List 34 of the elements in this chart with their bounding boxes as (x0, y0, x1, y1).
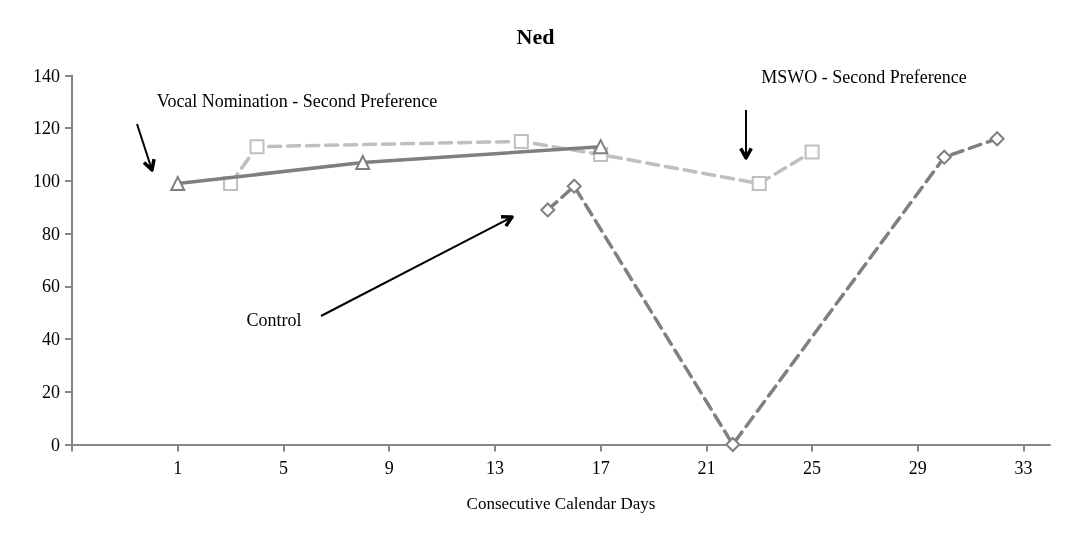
point (170, 176, 186, 192)
point (751, 176, 767, 192)
y-tick-label: 60 (42, 276, 60, 297)
point (989, 131, 1005, 147)
x-tick-label: 25 (803, 457, 822, 478)
point (249, 139, 265, 155)
y-tick-label: 100 (33, 170, 60, 191)
point (566, 178, 582, 194)
annotation: MSWO - Second Preference (761, 67, 967, 87)
point (513, 133, 529, 149)
chart-title: Ned (516, 23, 555, 49)
x-tick-label: 9 (384, 457, 394, 478)
x-tick-label: 21 (697, 457, 716, 478)
point (804, 144, 820, 160)
x-tick-label: 17 (591, 457, 610, 478)
y-tick-label: 0 (51, 434, 60, 455)
point (936, 149, 952, 165)
annotation: Vocal Nomination - Second Preference (156, 91, 438, 111)
y-tick-label: 140 (33, 65, 60, 86)
point (540, 202, 556, 218)
point (593, 139, 609, 155)
x-tick-label: 33 (1014, 457, 1033, 478)
point (355, 154, 371, 170)
annotation: Control (246, 310, 302, 330)
y-tick-label: 20 (42, 381, 60, 402)
y-tick-label: 40 (42, 329, 60, 350)
x-tick-label: 13 (485, 457, 504, 478)
y-tick-label: 80 (42, 223, 60, 244)
y-tick-label: 120 (33, 118, 60, 139)
x-tick-label: 5 (278, 457, 288, 478)
x-tick-label: 1 (173, 457, 183, 478)
x-tick-label: 29 (908, 457, 927, 478)
x-axis-title: Consecutive Calendar Days (466, 493, 656, 513)
point (725, 437, 741, 452)
